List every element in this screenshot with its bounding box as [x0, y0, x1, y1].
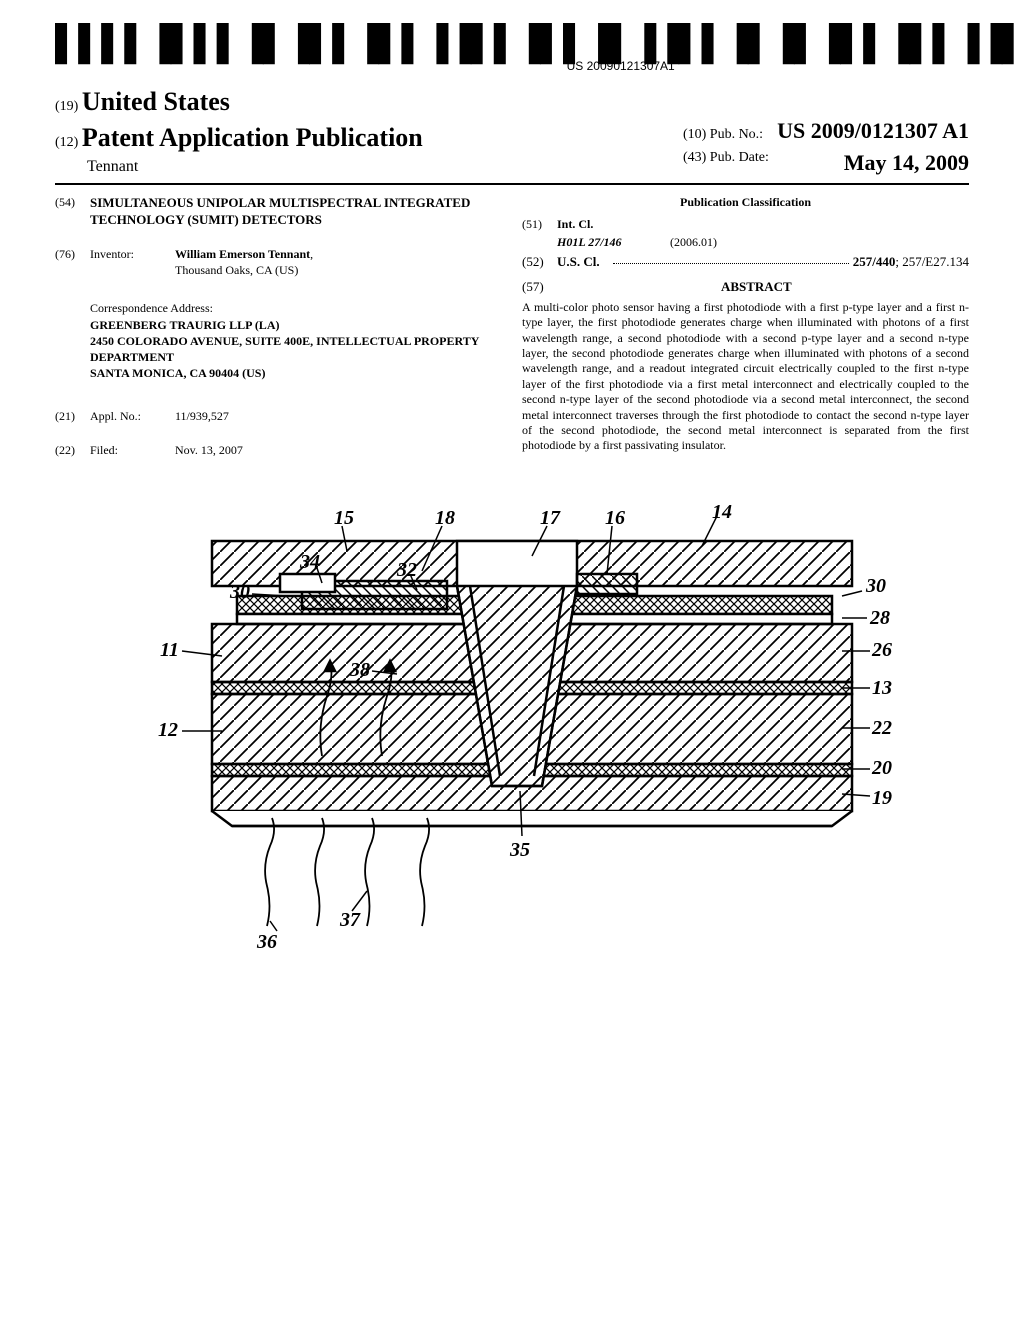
abstract-code: (57)	[522, 279, 544, 296]
header-left: (19) United States (12) Patent Applicati…	[55, 85, 423, 177]
ref-15: 15	[334, 507, 354, 529]
patent-figure: 15 18 17 16 14 30 34 32 11 12 30 28 26 1…	[55, 496, 969, 981]
publication-date: May 14, 2009	[844, 149, 969, 178]
barcode: ▌▌▌▌▐▌▌▌▐▌▐▌▌▐▌▌▐▐▌▌▐▌▌▐▌▐▐▌▌▐▌▐▌▐▌▌▐▌▌▐…	[55, 30, 1024, 75]
uscl-value: 257/440; 257/E27.134	[853, 254, 969, 271]
filed-label: Filed:	[90, 443, 175, 459]
intcl-code: (51)	[522, 217, 557, 233]
pubtype-code: (12)	[55, 135, 78, 150]
uscl-row: (52) U.S. Cl. 257/440; 257/E27.134	[522, 254, 969, 271]
publication-number: US 2009/0121307 A1	[777, 118, 969, 143]
title-item: (54) SIMULTANEOUS UNIPOLAR MULTISPECTRAL…	[55, 195, 502, 229]
ref-38: 38	[349, 659, 370, 681]
ref-17: 17	[540, 507, 561, 529]
country-code: (19)	[55, 99, 78, 114]
correspondence-line2: 2450 COLORADO AVENUE, SUITE 400E, INTELL…	[90, 333, 502, 365]
pubno-code: (10)	[683, 127, 706, 142]
ref-14: 14	[712, 501, 732, 523]
biblio-left-column: (54) SIMULTANEOUS UNIPOLAR MULTISPECTRAL…	[55, 195, 502, 470]
intcl-value-row: H01L 27/146 (2006.01)	[522, 235, 969, 251]
ref-12: 12	[158, 719, 178, 741]
barcode-region: ▌▌▌▌▐▌▌▌▐▌▐▌▌▐▌▌▐▐▌▌▐▌▌▐▌▐▐▌▌▐▌▐▌▐▌▌▐▌▌▐…	[55, 30, 969, 75]
ref-22: 22	[871, 717, 892, 739]
correspondence-heading: Correspondence Address:	[90, 300, 502, 316]
application-number: 11/939,527	[175, 409, 229, 425]
inventor-label: Inventor:	[90, 247, 175, 278]
filed-item: (22) Filed: Nov. 13, 2007	[55, 443, 502, 459]
figure-svg: 15 18 17 16 14 30 34 32 11 12 30 28 26 1…	[122, 496, 902, 976]
intcl-value: H01L 27/146	[557, 235, 667, 251]
ref-28: 28	[869, 607, 890, 629]
inventor-code: (76)	[55, 247, 90, 278]
biblio-right-column: Publication Classification (51) Int. Cl.…	[522, 195, 969, 470]
ref-13: 13	[872, 677, 892, 699]
header-right: (10) Pub. No.: US 2009/0121307 A1 (43) P…	[683, 117, 969, 177]
inventor-content: William Emerson Tennant, Thousand Oaks, …	[175, 247, 313, 278]
ref-30-right: 30	[865, 575, 886, 597]
inventor-name: William Emerson Tennant	[175, 247, 310, 261]
patent-title: SIMULTANEOUS UNIPOLAR MULTISPECTRAL INTE…	[90, 195, 502, 229]
ref-20: 20	[871, 757, 892, 779]
ref-18: 18	[435, 507, 455, 529]
appl-code: (21)	[55, 409, 90, 425]
header-row: (19) United States (12) Patent Applicati…	[55, 85, 969, 185]
intcl-label: Int. Cl.	[557, 217, 609, 233]
barcode-lines: ▌▌▌▌▐▌▌▌▐▌▐▌▌▐▌▌▐▐▌▌▐▌▌▐▌▐▐▌▌▐▌▐▌▐▌▌▐▌▌▐…	[55, 30, 1024, 57]
abstract-heading: ABSTRACT	[721, 279, 792, 294]
filed-date: Nov. 13, 2007	[175, 443, 243, 459]
ref-37: 37	[339, 909, 361, 931]
intcl-row: (51) Int. Cl.	[522, 217, 969, 233]
uscl-dots	[613, 254, 849, 264]
ref-19: 19	[872, 787, 892, 809]
inventor-location: Thousand Oaks, CA (US)	[175, 263, 298, 277]
correspondence-line1: GREENBERG TRAURIG LLP (LA)	[90, 317, 502, 333]
title-code: (54)	[55, 195, 90, 229]
inventor-item: (76) Inventor: William Emerson Tennant, …	[55, 247, 502, 278]
pubno-label: Pub. No.:	[710, 127, 763, 142]
ref-36: 36	[256, 931, 277, 953]
abstract-text: A multi-color photo sensor having a firs…	[522, 300, 969, 454]
country: United States	[82, 87, 230, 116]
applicant-name: Tennant	[55, 157, 423, 178]
uscl-code: (52)	[522, 254, 557, 271]
correspondence-block: Correspondence Address: GREENBERG TRAURI…	[55, 300, 502, 381]
classification-heading: Publication Classification	[522, 195, 969, 211]
ref-32: 32	[396, 559, 417, 581]
ref-16: 16	[605, 507, 625, 529]
ref-26: 26	[871, 639, 892, 661]
appl-item: (21) Appl. No.: 11/939,527	[55, 409, 502, 425]
pubdate-code: (43)	[683, 150, 706, 165]
uscl-value-rest: ; 257/E27.134	[895, 254, 969, 269]
pubdate-label: Pub. Date:	[710, 150, 769, 165]
ref-34: 34	[299, 551, 320, 573]
intcl-date: (2006.01)	[670, 235, 717, 249]
appl-label: Appl. No.:	[90, 409, 175, 425]
uscl-label: U.S. Cl.	[557, 254, 609, 271]
ref-11: 11	[160, 639, 179, 661]
filed-code: (22)	[55, 443, 90, 459]
bibliographic-section: (54) SIMULTANEOUS UNIPOLAR MULTISPECTRAL…	[55, 195, 969, 470]
abstract-heading-row: (57) ABSTRACT	[522, 279, 969, 296]
publication-type: Patent Application Publication	[82, 123, 423, 152]
ref-30-left: 30	[229, 581, 250, 603]
ref-35: 35	[509, 839, 530, 861]
uscl-value-bold: 257/440	[853, 254, 896, 269]
correspondence-line3: SANTA MONICA, CA 90404 (US)	[90, 365, 502, 381]
